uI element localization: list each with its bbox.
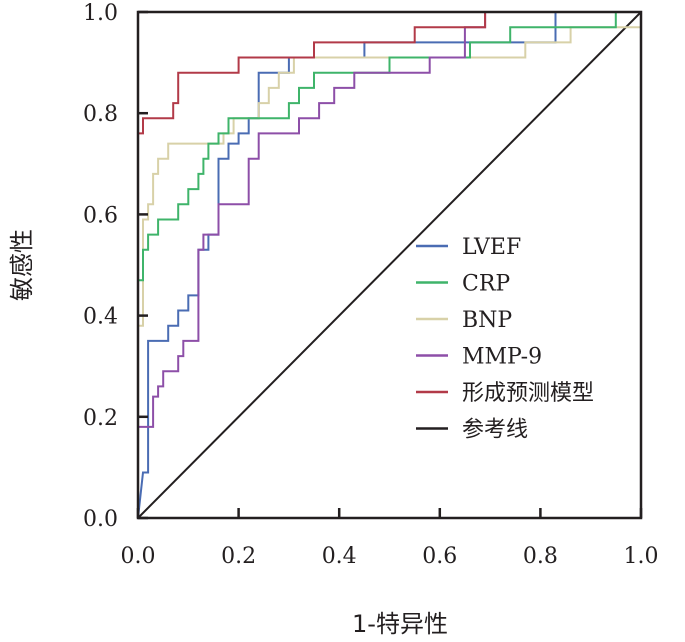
y-tick-label: 1.0 [83,1,118,26]
y-tick-label: 0.6 [83,203,118,228]
y-tick-label: 0.4 [83,305,118,330]
plot-frame [136,10,643,520]
x-axis-title: 1-特异性 [352,610,448,638]
plot-area [137,11,642,519]
series-line-6 [137,11,642,519]
legend-label-3: BNP [462,308,512,333]
y-tick-label: 0.2 [83,406,118,431]
y-axis-title: 敏感性 [8,229,36,301]
legend-label-2: CRP [462,272,510,297]
legend-label-1: LVEF [462,235,521,260]
legend-label-6: 参考线 [462,418,528,443]
x-tick-label: 0.0 [121,544,156,569]
series-line-3 [137,26,641,518]
legend-label-4: MMP-9 [462,345,542,370]
axes: 0.0 0.2 0.4 0.6 0.8 1.0 0.0 0.2 0.4 0.6 0.8 1.0 [83,1,659,569]
y-tick-label: 0.8 [83,102,118,127]
legend-label-5: 形成预测模型 [462,381,594,406]
y-tick-label: 0.0 [83,507,118,532]
series-line-4 [137,11,641,518]
x-tick-label: 0.6 [422,544,457,569]
x-tick-label: 0.8 [523,544,558,569]
x-tick-label: 1.0 [624,544,659,569]
x-tick-label: 0.4 [322,544,357,569]
series-line-5 [137,11,641,518]
x-tick-label: 0.2 [221,544,256,569]
